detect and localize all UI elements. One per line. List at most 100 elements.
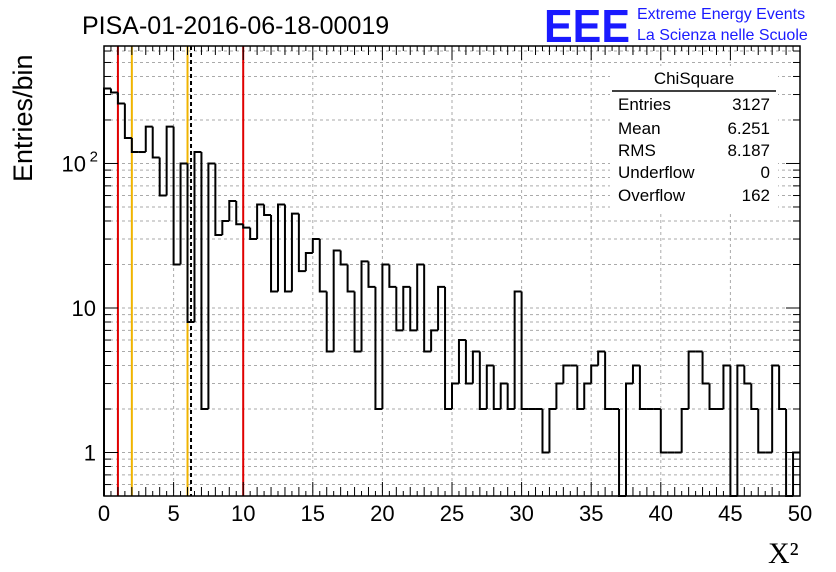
stats-box: ChiSquare Entries 3127 Mean 6.251 RMS 8.… (610, 66, 778, 212)
histogram-bin (353, 291, 362, 353)
histogram-bin (638, 365, 647, 410)
histogram-bin (444, 286, 452, 410)
histogram-bin (242, 224, 251, 229)
histogram-bin (151, 126, 160, 159)
x-tick-label: 20 (370, 501, 394, 526)
x-tick-label: 50 (788, 501, 812, 526)
run-title: PISA-01-2016-06-18-00019 (82, 12, 389, 40)
eee-logo: EEE Extreme Energy Events La Scienza nel… (544, 0, 808, 52)
histogram-bin (367, 261, 376, 288)
histogram-bin (249, 227, 258, 241)
x-tick-label: 25 (440, 501, 464, 526)
histogram-bin (548, 407, 557, 453)
histogram-bin (478, 351, 487, 410)
histogram-bin (339, 250, 348, 266)
histogram-bin (576, 365, 585, 410)
histogram-bin (103, 87, 111, 496)
stats-label-rms: RMS (618, 141, 656, 160)
histogram-bin (311, 238, 320, 254)
histogram-bin (214, 163, 223, 236)
histogram-bin (736, 364, 745, 496)
histogram-bin (332, 249, 341, 352)
histogram-bin (631, 364, 640, 384)
histogram-bin (123, 103, 132, 140)
histogram-bin (144, 125, 153, 153)
histogram-bin (680, 407, 689, 453)
histogram-bin (290, 212, 299, 292)
histogram-bin (423, 264, 432, 353)
histogram-bin (388, 264, 397, 288)
histogram-bin (207, 162, 216, 409)
x-tick-label: 5 (167, 501, 179, 526)
histogram-bin (277, 203, 285, 292)
histogram-bin (263, 204, 272, 216)
histogram-bin (722, 364, 731, 409)
stats-value-underflow: 0 (761, 163, 770, 182)
histogram-bin (778, 365, 787, 410)
x-tick-label: 15 (301, 501, 325, 526)
histogram-bin (172, 126, 181, 266)
histogram-bin (708, 383, 717, 410)
stats-label-overflow: Overflow (618, 186, 686, 205)
x-tick-label: 40 (649, 501, 673, 526)
histogram-bin (513, 290, 522, 409)
histogram-bin (179, 162, 188, 265)
histogram-bin (130, 138, 139, 154)
histogram-bin (701, 351, 710, 385)
histogram-bin (757, 408, 766, 454)
histogram-bin (297, 213, 306, 273)
x-tick-label: 45 (718, 501, 742, 526)
histogram-bin (235, 200, 244, 226)
histogram-bin (729, 365, 738, 497)
histogram-bin (430, 329, 439, 352)
histogram-bin (116, 92, 125, 105)
histogram-bin (228, 199, 237, 221)
histogram-bin (555, 382, 564, 409)
histogram-bin (743, 365, 752, 385)
logo-line-1: Extreme Energy Events (637, 6, 805, 23)
stats-value-overflow: 162 (742, 186, 770, 205)
histogram-bin (158, 157, 167, 197)
y-tick-label-exponent: 2 (90, 148, 98, 165)
histogram-bin (771, 364, 780, 453)
x-axis-title: X² (768, 537, 799, 570)
histogram-bin (604, 351, 613, 410)
histogram-bin (583, 382, 592, 409)
stats-title: ChiSquare (654, 69, 734, 88)
histogram-bin (506, 383, 515, 410)
histogram-bin (464, 340, 473, 385)
histogram-bin (597, 350, 606, 366)
x-tick-label: 35 (579, 501, 603, 526)
histogram-bin (325, 291, 334, 353)
y-axis-title: Entries/bin (8, 54, 38, 182)
histogram-bin (457, 339, 466, 384)
histogram-bin (659, 408, 668, 454)
histogram-bin (200, 152, 209, 410)
histogram-bin (520, 291, 529, 410)
histogram-bin (687, 350, 696, 409)
logo-mark: EEE (544, 0, 630, 52)
marker-lines (116, 46, 245, 496)
stats-label-entries: Entries (618, 95, 671, 114)
histogram-bin (562, 364, 571, 384)
histogram-bin (165, 125, 174, 196)
histogram-bin (402, 285, 411, 331)
histogram-bin (590, 364, 599, 384)
x-tick-label: 30 (509, 501, 533, 526)
histogram-bin (409, 286, 418, 332)
histogram-bin (221, 219, 230, 235)
stats-value-mean: 6.251 (727, 119, 770, 138)
histogram-bin (109, 88, 118, 94)
histogram-bin (374, 286, 383, 410)
histogram-bin (541, 408, 550, 454)
y-tick-label: 10 (72, 296, 96, 321)
histogram-bin (186, 163, 195, 323)
histogram-bin (304, 252, 313, 272)
histogram-bin (270, 215, 278, 293)
histogram-bin (283, 204, 292, 293)
histogram-bin (625, 382, 633, 496)
histogram-bin (485, 364, 494, 409)
histogram-bin (256, 203, 265, 240)
